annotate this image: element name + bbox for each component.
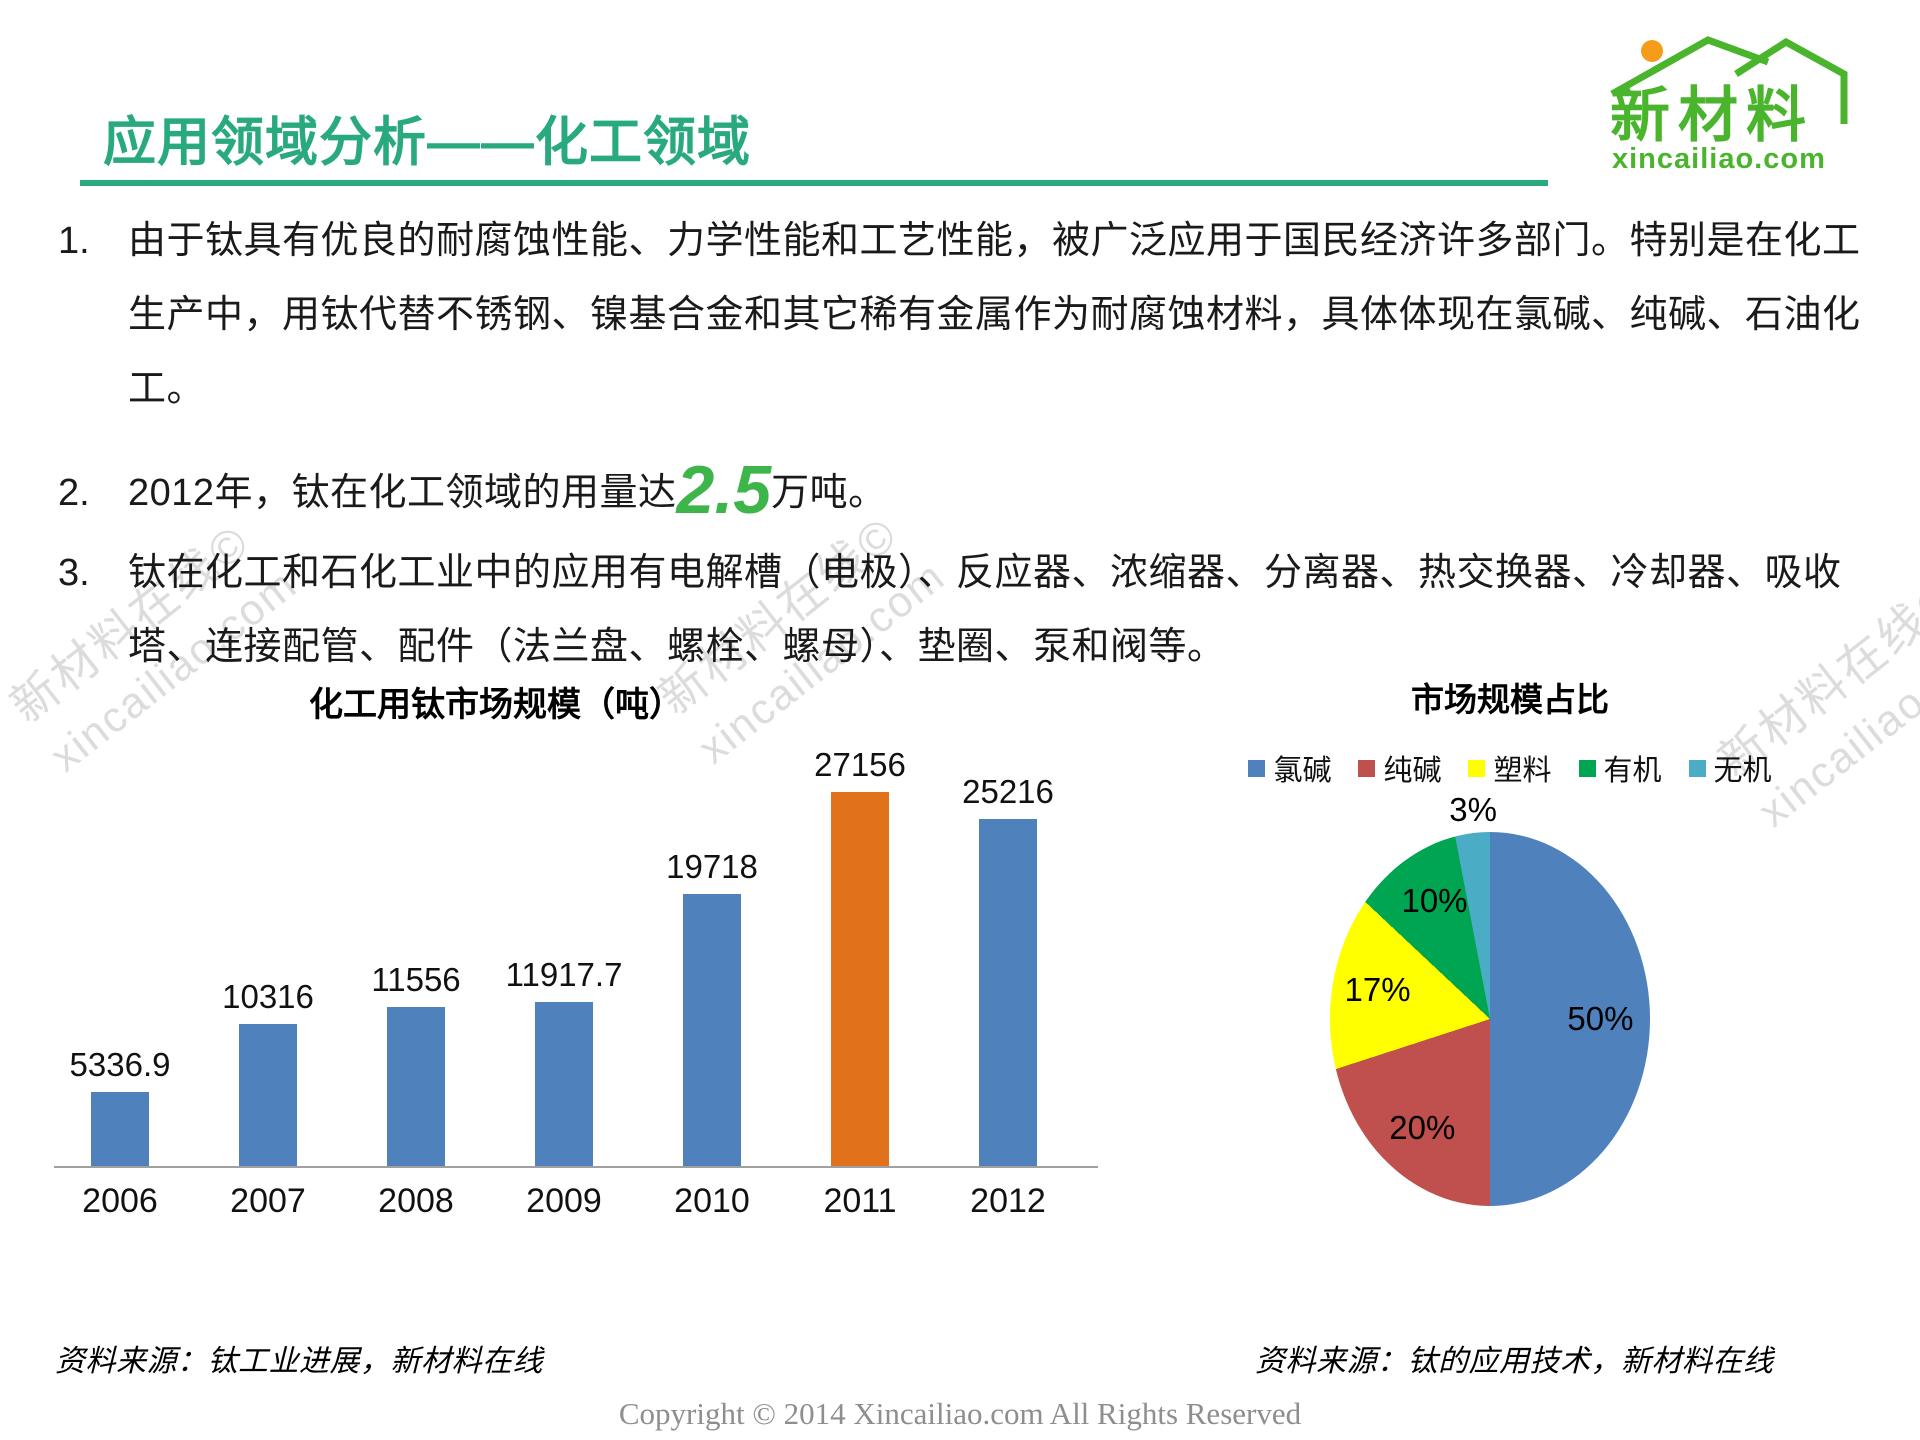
legend-swatch-icon	[1468, 759, 1486, 777]
pie-graphic	[1330, 832, 1650, 1206]
x-axis-label: 2006	[82, 1182, 158, 1220]
pie-slice-label-无机: 3%	[1449, 791, 1497, 829]
bar-2011	[831, 792, 889, 1166]
legend-label: 氯碱	[1273, 755, 1332, 787]
legend-item-塑料: 塑料	[1468, 747, 1552, 789]
legend-item-无机: 无机	[1688, 747, 1772, 789]
bullet-item-3: 3. 钛在化工和石化工业中的应用有电解槽（电极）、反应器、浓缩器、分离器、热交换…	[58, 536, 1878, 684]
legend-label: 无机	[1713, 755, 1772, 787]
bar-chart: 化工用钛市场规模（吨） 5336.9 10316 11556 11917.7 19718…	[46, 655, 1098, 1235]
pie-legend: 氯碱 纯碱 塑料 有机 无机	[1180, 747, 1840, 789]
bar-column-2008: 11556	[342, 792, 490, 1166]
bar-column-2011: 27156	[786, 746, 934, 1166]
bar-2009	[535, 1002, 593, 1166]
bar-chart-title: 化工用钛市场规模（吨）	[309, 686, 683, 724]
bar-x-axis-labels: 2006 2007 2008 2009 2010 2011 2012	[46, 1182, 1082, 1222]
bullet-number: 1.	[58, 220, 90, 262]
bullet-item-1: 1. 由于钛具有优良的耐腐蚀性能、力学性能和工艺性能，被广泛应用于国民经济许多部…	[58, 204, 1878, 426]
bullet2-highlight-value: 2.5	[676, 452, 772, 528]
legend-label: 纯碱	[1383, 755, 1442, 787]
logo-graphic: 新材料 xincailiao.com	[1610, 36, 1848, 174]
x-axis-label: 2008	[378, 1182, 454, 1220]
source-note-left: 资料来源：钛工业进展，新材料在线	[55, 1345, 543, 1378]
legend-swatch-icon	[1688, 759, 1706, 777]
bar-column-2006: 5336.9	[46, 792, 194, 1166]
bullet-text: 2012年，钛在化工领域的用量达2.5万吨。	[128, 456, 1868, 530]
x-axis-label: 2010	[674, 1182, 750, 1220]
x-axis-label: 2007	[230, 1182, 306, 1220]
bullet-text: 由于钛具有优良的耐腐蚀性能、力学性能和工艺性能，被广泛应用于国民经济许多部门。特…	[128, 220, 1861, 410]
page-title: 应用领域分析——化工领域	[103, 113, 751, 172]
bar-x-axis-line	[54, 1166, 1098, 1168]
legend-swatch-icon	[1358, 759, 1376, 777]
copyright-line: Copyright © 2014 Xincailiao.com All Righ…	[618, 1396, 1302, 1431]
x-axis-label: 2011	[823, 1182, 897, 1220]
legend-swatch-icon	[1248, 759, 1266, 777]
bar-value-label: 27156	[814, 746, 906, 783]
x-axis-label: 2009	[526, 1182, 602, 1220]
bar-column-2007: 10316	[194, 792, 342, 1166]
legend-item-纯碱: 纯碱	[1358, 747, 1441, 789]
title-underline	[80, 180, 1548, 186]
bar-value-label: 25216	[962, 773, 1054, 810]
bar-2007	[239, 1024, 297, 1166]
legend-label: 有机	[1603, 755, 1662, 787]
bar-column-2009: 11917.7	[490, 792, 638, 1166]
logo-roof-right-icon	[1734, 37, 1848, 124]
bar-column-2010: 19718	[638, 792, 786, 1166]
bar-2010	[683, 894, 741, 1166]
bullet-item-2: 2. 2012年，钛在化工领域的用量达2.5万吨。	[58, 456, 1878, 530]
bar-column-2012: 25216	[934, 773, 1082, 1166]
pie-slice-label-有机: 10%	[1401, 882, 1468, 919]
legend-label: 塑料	[1493, 755, 1552, 787]
bar-value-label: 19718	[666, 848, 758, 885]
legend-swatch-icon	[1578, 759, 1596, 777]
logo-name-text: 新材料	[1610, 82, 1814, 149]
pie-slice-label-氯碱: 50%	[1567, 1000, 1634, 1037]
legend-item-氯碱: 氯碱	[1248, 747, 1331, 789]
x-axis-label: 2012	[970, 1182, 1046, 1220]
bullet-list: 1. 由于钛具有优良的耐腐蚀性能、力学性能和工艺性能，被广泛应用于国民经济许多部…	[58, 204, 1878, 714]
bullet-text: 钛在化工和石化工业中的应用有电解槽（电极）、反应器、浓缩器、分离器、热交换器、冷…	[128, 552, 1842, 668]
bar-2008	[387, 1007, 445, 1166]
xincailiao-logo: 新材料 xincailiao.com	[1608, 28, 1848, 174]
bar-2012	[979, 819, 1037, 1166]
logo-sun-icon	[1641, 40, 1663, 62]
bar-value-label: 10316	[222, 978, 314, 1015]
logo-roof-left-icon	[1610, 36, 1770, 98]
bar-2006	[91, 1092, 149, 1166]
bullet-number: 2.	[58, 472, 90, 514]
bar-value-label: 5336.9	[69, 1046, 171, 1083]
bullet2-post: 万吨。	[771, 472, 887, 514]
bar-value-label: 11917.7	[505, 956, 623, 993]
bullet-number: 3.	[58, 552, 90, 594]
pie-chart: 市场规模占比 氯碱 纯碱 塑料 有机 无机 50% 20% 17% 10% 3%	[1180, 655, 1860, 1235]
pie-plot-area: 50% 20% 17% 10% 3%	[1180, 655, 1860, 1235]
logo-domain-text: xincailiao.com	[1612, 143, 1826, 174]
bullet2-pre: 2012年，钛在化工领域的用量达	[128, 472, 677, 514]
pie-chart-title: 市场规模占比	[1411, 681, 1609, 718]
legend-item-有机: 有机	[1578, 747, 1662, 789]
bar-value-label: 11556	[371, 961, 461, 998]
bar-plot-area: 5336.9 10316 11556 11917.7 19718 27156 25216	[46, 746, 1082, 1166]
pie-slice-label-纯碱: 20%	[1389, 1108, 1456, 1146]
pie-slice-label-塑料: 17%	[1344, 970, 1411, 1008]
source-note-right: 资料来源：钛的应用技术，新材料在线	[1255, 1345, 1774, 1378]
